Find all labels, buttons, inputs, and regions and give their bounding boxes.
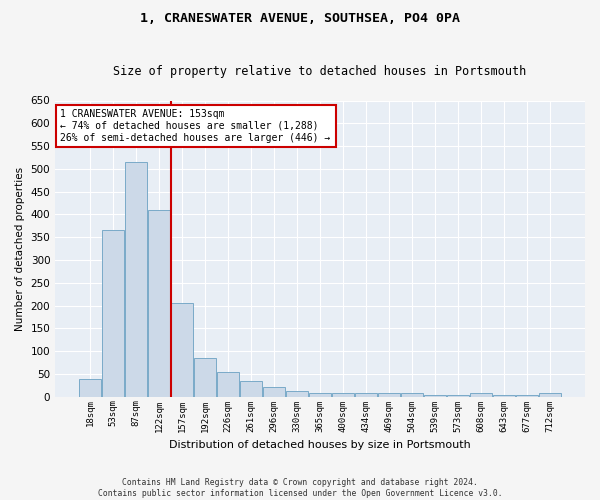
Text: Contains HM Land Registry data © Crown copyright and database right 2024.
Contai: Contains HM Land Registry data © Crown c…	[98, 478, 502, 498]
Bar	[378, 393, 400, 396]
Bar	[240, 380, 262, 396]
Bar	[102, 230, 124, 396]
Bar	[401, 393, 423, 396]
Text: 1, CRANESWATER AVENUE, SOUTHSEA, PO4 0PA: 1, CRANESWATER AVENUE, SOUTHSEA, PO4 0PA	[140, 12, 460, 26]
Bar	[217, 372, 239, 396]
Bar	[539, 393, 561, 396]
Bar	[263, 386, 285, 396]
Title: Size of property relative to detached houses in Portsmouth: Size of property relative to detached ho…	[113, 66, 527, 78]
Bar	[355, 393, 377, 396]
Bar	[332, 393, 354, 396]
Y-axis label: Number of detached properties: Number of detached properties	[15, 166, 25, 330]
Bar	[194, 358, 216, 397]
Bar	[470, 393, 492, 396]
Bar	[171, 303, 193, 396]
Bar	[286, 391, 308, 396]
Bar	[125, 162, 147, 396]
Bar	[309, 393, 331, 396]
Bar	[148, 210, 170, 396]
Text: 1 CRANESWATER AVENUE: 153sqm
← 74% of detached houses are smaller (1,288)
26% of: 1 CRANESWATER AVENUE: 153sqm ← 74% of de…	[61, 110, 331, 142]
X-axis label: Distribution of detached houses by size in Portsmouth: Distribution of detached houses by size …	[169, 440, 471, 450]
Bar	[79, 380, 101, 396]
